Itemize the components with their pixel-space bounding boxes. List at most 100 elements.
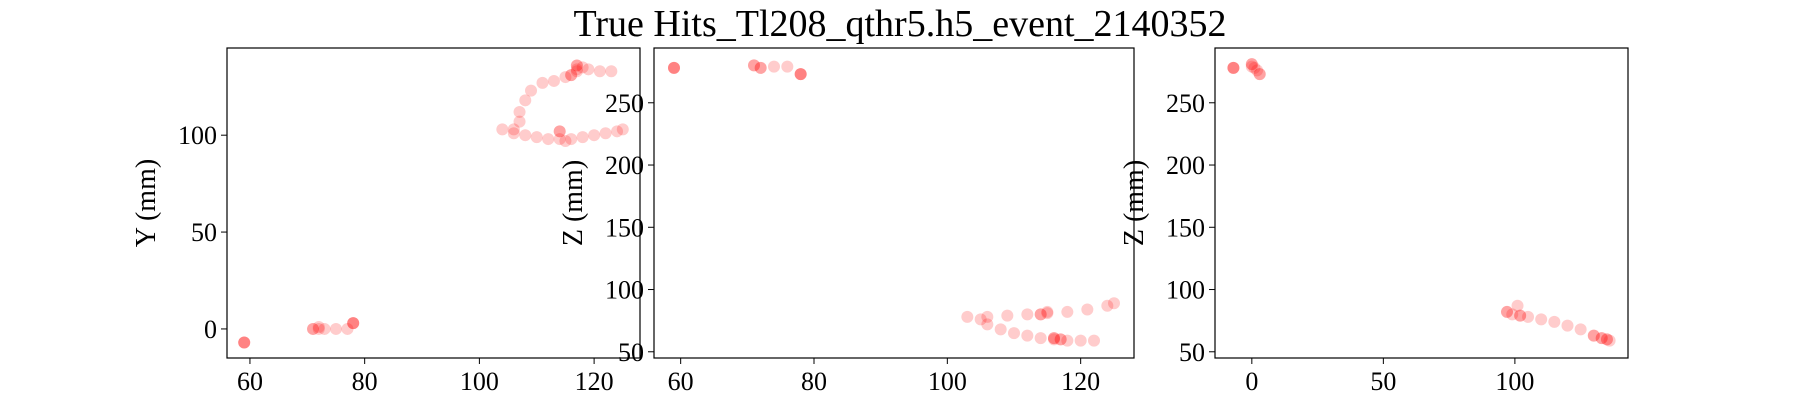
plot-frame xyxy=(226,47,641,359)
hit-point xyxy=(553,125,566,138)
hit-point xyxy=(318,322,331,335)
y-axis-label: Z (mm) xyxy=(1119,160,1150,246)
hit-point xyxy=(668,61,680,74)
x-tick-label: 100 xyxy=(460,367,499,396)
hit-point xyxy=(576,61,589,74)
y-tick-label: 250 xyxy=(1166,89,1205,118)
hit-point xyxy=(570,65,583,78)
x-tick-label: 120 xyxy=(575,367,614,396)
hit-point xyxy=(1034,308,1047,321)
hit-point xyxy=(553,133,566,146)
hit-point xyxy=(588,129,601,142)
hit-point xyxy=(748,59,760,72)
hit-point xyxy=(1048,332,1060,345)
hit-point xyxy=(536,76,549,89)
x-tick-label: 60 xyxy=(668,367,694,396)
hit-point xyxy=(570,59,583,72)
hit-point xyxy=(593,65,606,78)
hit-point xyxy=(1061,305,1074,318)
hit-point xyxy=(1514,309,1527,322)
hit-point xyxy=(565,69,578,82)
y-tick-label: 250 xyxy=(605,89,644,118)
y-tick-label: 150 xyxy=(605,213,644,242)
hit-point xyxy=(1603,334,1616,347)
hit-point xyxy=(668,61,680,74)
y-tick-label: 200 xyxy=(605,151,644,180)
hit-point xyxy=(794,68,807,81)
hit-point xyxy=(768,60,780,73)
hit-point xyxy=(530,131,543,144)
hit-point xyxy=(1500,305,1513,318)
x-tick-label: 0 xyxy=(1245,367,1258,396)
hit-point xyxy=(1048,332,1060,345)
hit-point xyxy=(1041,307,1054,320)
hit-point xyxy=(1034,308,1047,321)
x-tick-label: 60 xyxy=(237,367,263,396)
hit-point xyxy=(1034,332,1047,345)
y-tick-label: 100 xyxy=(1166,276,1205,305)
hit-point xyxy=(1561,319,1574,332)
hit-point xyxy=(1595,332,1608,345)
hit-point xyxy=(1008,327,1020,340)
hit-point xyxy=(238,336,251,349)
hit-point xyxy=(994,323,1007,336)
hit-point xyxy=(1245,60,1258,73)
hit-point xyxy=(1253,68,1266,81)
hit-point xyxy=(1245,58,1258,71)
hit-point xyxy=(519,129,532,142)
hit-point xyxy=(1021,329,1034,342)
hit-point xyxy=(312,321,325,333)
hit-point xyxy=(974,313,987,326)
hit-point xyxy=(1054,333,1067,346)
figure-title: True Hits_Tl208_qthr5.h5_event_2140352 xyxy=(573,3,1226,45)
hit-point xyxy=(238,336,251,349)
hit-point xyxy=(1574,323,1587,336)
hit-point xyxy=(1514,309,1527,322)
hit-point xyxy=(1108,297,1120,310)
hit-point xyxy=(794,68,807,81)
y-tick-label: 50 xyxy=(1179,338,1205,367)
hit-point xyxy=(347,317,360,330)
hit-point xyxy=(525,84,538,97)
hit-point xyxy=(1500,305,1513,318)
hit-point xyxy=(582,63,595,76)
hit-point xyxy=(519,94,532,107)
hit-point xyxy=(553,125,566,138)
hit-point xyxy=(1088,334,1100,347)
hit-point xyxy=(1506,308,1519,321)
hit-point xyxy=(507,127,520,140)
hit-point xyxy=(668,61,680,74)
hit-point xyxy=(1253,68,1266,81)
hit-point xyxy=(1511,299,1524,312)
hit-point xyxy=(1227,61,1240,74)
points xyxy=(1227,58,1616,347)
x-tick-label: 80 xyxy=(801,367,827,396)
hit-point xyxy=(1587,329,1600,342)
hit-point xyxy=(961,310,974,323)
y-tick-label: 50 xyxy=(191,218,217,247)
hit-point xyxy=(547,74,560,87)
hit-point xyxy=(1251,64,1264,77)
y-tick-label: 200 xyxy=(1166,151,1205,180)
hit-point xyxy=(559,135,572,147)
hit-point xyxy=(507,123,520,136)
hit-point xyxy=(1041,305,1054,318)
hit-point xyxy=(605,65,618,78)
hit-point xyxy=(1001,309,1014,322)
hit-point xyxy=(1101,299,1114,312)
hit-point xyxy=(496,123,509,136)
hit-point xyxy=(1081,303,1094,316)
hit-point xyxy=(981,318,994,331)
hit-point xyxy=(794,68,807,81)
hit-point xyxy=(1248,61,1261,74)
x-tick-label: 100 xyxy=(928,367,967,396)
hit-point xyxy=(570,59,583,72)
hit-point xyxy=(1600,333,1613,346)
hit-point xyxy=(1535,313,1548,326)
hit-point xyxy=(347,317,360,330)
hit-point xyxy=(329,322,342,335)
y-axis-label: Y (mm) xyxy=(131,159,162,247)
hit-point xyxy=(307,322,320,335)
hit-point xyxy=(1227,61,1240,74)
